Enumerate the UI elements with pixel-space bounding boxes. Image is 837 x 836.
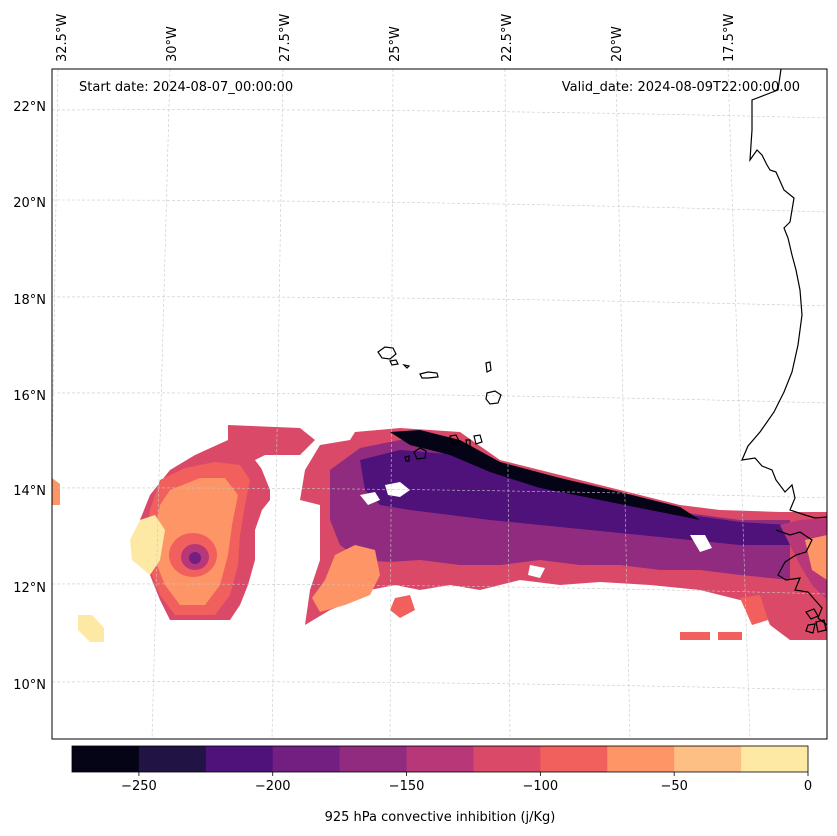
field-gap-north (258, 455, 300, 520)
latitude-gridline (52, 199, 827, 213)
longitude-gridline (615, 69, 631, 739)
longitude-gridline (727, 69, 751, 739)
longitude-gridline (271, 69, 284, 739)
island-sao-vicente (389, 359, 399, 366)
cin-patch-southeast-2 (718, 632, 742, 640)
lon-label-22-5w: 22.5°W (500, 14, 515, 62)
island-sao-nicolau (419, 371, 439, 379)
cin-region-east-light (805, 535, 827, 580)
start-date-annotation: Start date: 2024-08-07_00:00:00 (79, 80, 293, 95)
lat-label-12n: 12°N (13, 581, 46, 596)
cin-field (52, 425, 827, 642)
lon-label-20w: 20°W (610, 26, 625, 62)
latitude-gridline (52, 583, 827, 595)
colorbar-segment (473, 746, 541, 772)
map-border (51, 68, 828, 740)
longitude-gridline (504, 69, 511, 739)
cin-patch-south-small (390, 595, 415, 618)
island-maio (473, 434, 483, 445)
coastlines (377, 69, 827, 634)
colorbar: −250 −200 −150 −100 −50 0 (71, 745, 812, 794)
island-west (465, 439, 471, 447)
longitude-gridline (52, 69, 59, 492)
field-gap-east-3 (690, 535, 712, 552)
island-fogo (413, 447, 427, 460)
colorbar-segment (540, 746, 608, 772)
gambia-senegal-coast (775, 529, 827, 626)
lon-label-17-5w: 17.5°W (722, 14, 737, 62)
island-santiago (449, 434, 460, 446)
cin-vortex-center (189, 552, 201, 564)
valid-date-annotation: Valid_date: 2024-08-09T22:00:00.00 (562, 80, 800, 95)
latitude-labels: 22°N 20°N 18°N 16°N 14°N 12°N 10°N (13, 100, 46, 693)
longitude-gridline (151, 69, 171, 739)
colorbar-segment (741, 746, 809, 772)
lat-label-16n: 16°N (13, 389, 46, 404)
colorbar-tick-label: −200 (255, 779, 291, 794)
cin-band-darkest (390, 430, 700, 520)
colorbar-tick-label: −100 (523, 779, 559, 794)
lon-label-25w: 25°W (388, 26, 403, 62)
map-panel (52, 69, 827, 739)
colorbar-segment (138, 746, 207, 772)
gridlines (52, 69, 827, 739)
island-boa-vista (485, 390, 502, 405)
lat-label-10n: 10°N (13, 678, 46, 693)
island-santa-luzia (402, 364, 411, 369)
latitude-gridline (52, 487, 827, 499)
field-gap-mid (300, 500, 320, 535)
bijagos-islands (805, 608, 827, 634)
colorbar-segment (205, 746, 274, 772)
field-gap-east-2 (360, 492, 380, 505)
colorbar-tick-label: −150 (389, 779, 425, 794)
cin-patch-southeast (680, 632, 710, 640)
longitude-labels: 32.5°W 30°W 27.5°W 25°W 22.5°W 20°W 17.5… (55, 14, 737, 62)
colorbar-segment (674, 746, 742, 772)
latitude-gridline (52, 109, 827, 119)
cin-patch-south-orange (312, 545, 380, 612)
island-santo-antao (377, 346, 397, 360)
colorbar-segment (72, 746, 140, 772)
lat-label-20n: 20°N (13, 196, 46, 211)
lat-label-18n: 18°N (13, 293, 46, 308)
cin-patch-west-edge (52, 478, 60, 505)
cin-region-west-yellow (130, 515, 165, 575)
colorbar-tick-label: 0 (804, 779, 812, 794)
field-gap-east-4 (528, 565, 545, 578)
colorbar-segment (406, 746, 474, 772)
island-sal (485, 361, 492, 373)
latitude-gridline (52, 296, 827, 307)
colorbar-frame (71, 745, 809, 773)
colorbar-tick-label: −50 (660, 779, 687, 794)
latitude-gridline (52, 392, 827, 404)
cin-patch-east-south (740, 595, 768, 625)
colorbar-label: 925 hPa convective inhibition (j/Kg) (325, 810, 556, 825)
africa-coastline (741, 69, 827, 519)
latitude-gridline (52, 681, 827, 691)
colorbar-segment (272, 746, 341, 772)
colorbar-segment (607, 746, 675, 772)
colorbar-segment (339, 746, 408, 772)
longitude-gridline (389, 69, 394, 739)
cin-band-inner (360, 450, 790, 545)
lon-label-30w: 30°W (165, 26, 180, 62)
lon-label-27-5w: 27.5°W (278, 14, 293, 62)
colorbar-tick-label: −250 (121, 779, 157, 794)
island-brava (404, 455, 410, 462)
lon-label-32-5w: 32.5°W (55, 14, 70, 62)
lat-label-14n: 14°N (13, 484, 46, 499)
cin-patch-southwest (78, 615, 104, 642)
lat-label-22n: 22°N (13, 100, 46, 115)
